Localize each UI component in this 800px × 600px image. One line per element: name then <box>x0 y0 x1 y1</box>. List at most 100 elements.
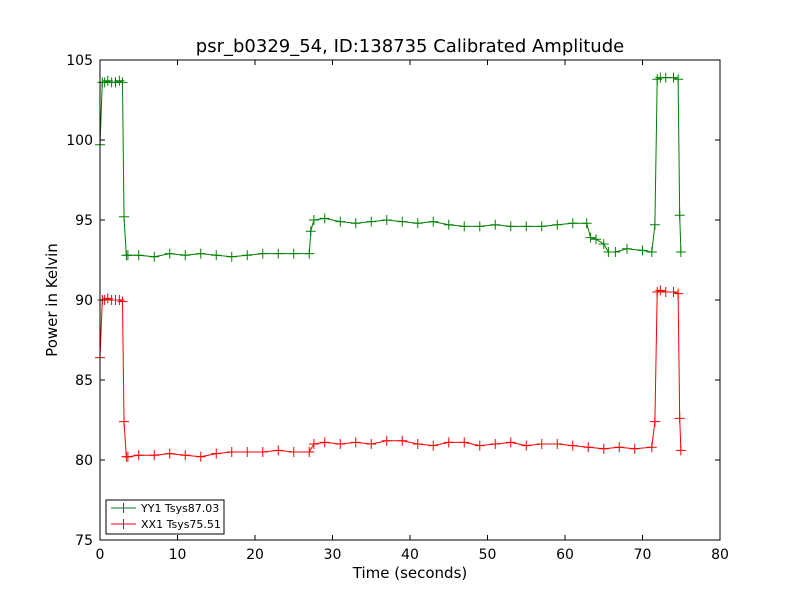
data-point <box>288 447 299 457</box>
data-point <box>381 215 392 225</box>
data-point <box>308 439 319 449</box>
data-point <box>567 440 578 451</box>
data-point <box>350 437 361 448</box>
data-point <box>412 439 423 449</box>
data-point <box>629 443 640 454</box>
data-point <box>428 440 439 451</box>
y-tick-label: 105 <box>66 53 93 69</box>
y-tick-label: 100 <box>66 133 93 149</box>
x-tick-label: 60 <box>556 547 574 563</box>
data-point <box>673 74 684 85</box>
x-tick-label: 70 <box>634 547 652 563</box>
data-point <box>490 439 501 449</box>
data-point <box>474 221 485 232</box>
data-point <box>366 439 377 449</box>
data-point <box>397 216 408 227</box>
data-point <box>288 248 299 259</box>
data-point <box>257 447 268 457</box>
data-point <box>164 248 175 259</box>
data-point <box>133 250 144 261</box>
x-tick-label: 80 <box>711 547 729 563</box>
data-point <box>443 219 454 230</box>
data-point <box>397 435 408 446</box>
y-tick-label: 75 <box>75 533 93 549</box>
series-yy1 <box>95 72 686 262</box>
data-point <box>102 293 113 304</box>
x-tick-label: 30 <box>324 547 342 563</box>
data-point <box>180 250 191 261</box>
data-point <box>242 250 253 261</box>
data-point <box>622 243 632 254</box>
data-point <box>211 448 222 459</box>
x-tick-label: 50 <box>479 547 497 563</box>
x-tick-label: 20 <box>246 547 264 563</box>
data-point <box>226 251 237 262</box>
data-point <box>273 248 284 259</box>
data-point <box>305 226 316 237</box>
data-point <box>591 234 601 245</box>
data-point <box>195 248 206 259</box>
y-tick-label: 95 <box>75 213 93 229</box>
data-point <box>366 216 377 227</box>
data-point <box>180 450 191 461</box>
data-point <box>335 439 346 449</box>
data-point <box>122 451 133 462</box>
x-axis-label: Time (seconds) <box>352 564 468 582</box>
data-point <box>273 445 284 456</box>
data-point <box>304 248 315 259</box>
data-point <box>552 219 563 230</box>
data-point <box>474 440 485 451</box>
data-point <box>195 451 206 462</box>
legend: YY1 Tsys87.03 XX1 Tsys75.51 <box>105 499 225 535</box>
data-point <box>646 247 657 257</box>
data-point <box>133 450 144 461</box>
data-point <box>164 448 175 459</box>
data-point <box>552 439 563 449</box>
data-point <box>117 77 128 88</box>
data-point <box>226 447 237 457</box>
data-point <box>242 447 253 457</box>
data-point <box>675 445 686 456</box>
data-point <box>319 437 330 448</box>
chart-title: psr_b0329_54, ID:138735 Calibrated Ampli… <box>196 36 624 57</box>
data-point <box>122 250 133 261</box>
data-point <box>536 439 547 449</box>
data-point <box>102 75 113 86</box>
data-point <box>459 221 470 232</box>
y-tick-label: 80 <box>75 453 93 469</box>
data-point <box>637 245 648 256</box>
legend-label-yy1: YY1 Tsys87.03 <box>140 502 219 515</box>
data-point <box>674 413 685 424</box>
data-point <box>304 447 315 457</box>
data-point <box>257 248 268 259</box>
data-point <box>614 442 625 453</box>
data-point <box>119 416 130 427</box>
legend-label-xx1: XX1 Tsys75.51 <box>141 518 221 531</box>
data-point <box>655 285 666 296</box>
data-point <box>581 218 592 229</box>
data-point <box>381 435 392 446</box>
data-point <box>412 218 423 229</box>
y-axis-label: Power in Kelvin <box>43 243 61 357</box>
axis-ticks: 0 10 20 30 40 50 60 70 80 75 80 85 90 95 100 105 <box>66 53 729 563</box>
data-point <box>649 219 660 230</box>
data-point <box>459 437 470 448</box>
data-point <box>505 221 516 232</box>
data-point <box>211 250 222 261</box>
data-point <box>521 221 532 232</box>
y-tick-label: 90 <box>75 293 93 309</box>
legend-box <box>105 499 225 535</box>
y-tick-label: 85 <box>75 373 93 389</box>
data-point <box>668 72 679 83</box>
data-point <box>567 218 578 229</box>
data-point <box>149 251 160 262</box>
data-point <box>350 218 361 229</box>
data-point <box>521 440 532 451</box>
data-point <box>585 232 596 243</box>
data-point <box>490 219 501 230</box>
data-point <box>443 437 454 448</box>
data-point <box>673 288 684 299</box>
data-point <box>649 416 660 427</box>
data-point <box>319 213 330 224</box>
data-point <box>668 287 679 297</box>
